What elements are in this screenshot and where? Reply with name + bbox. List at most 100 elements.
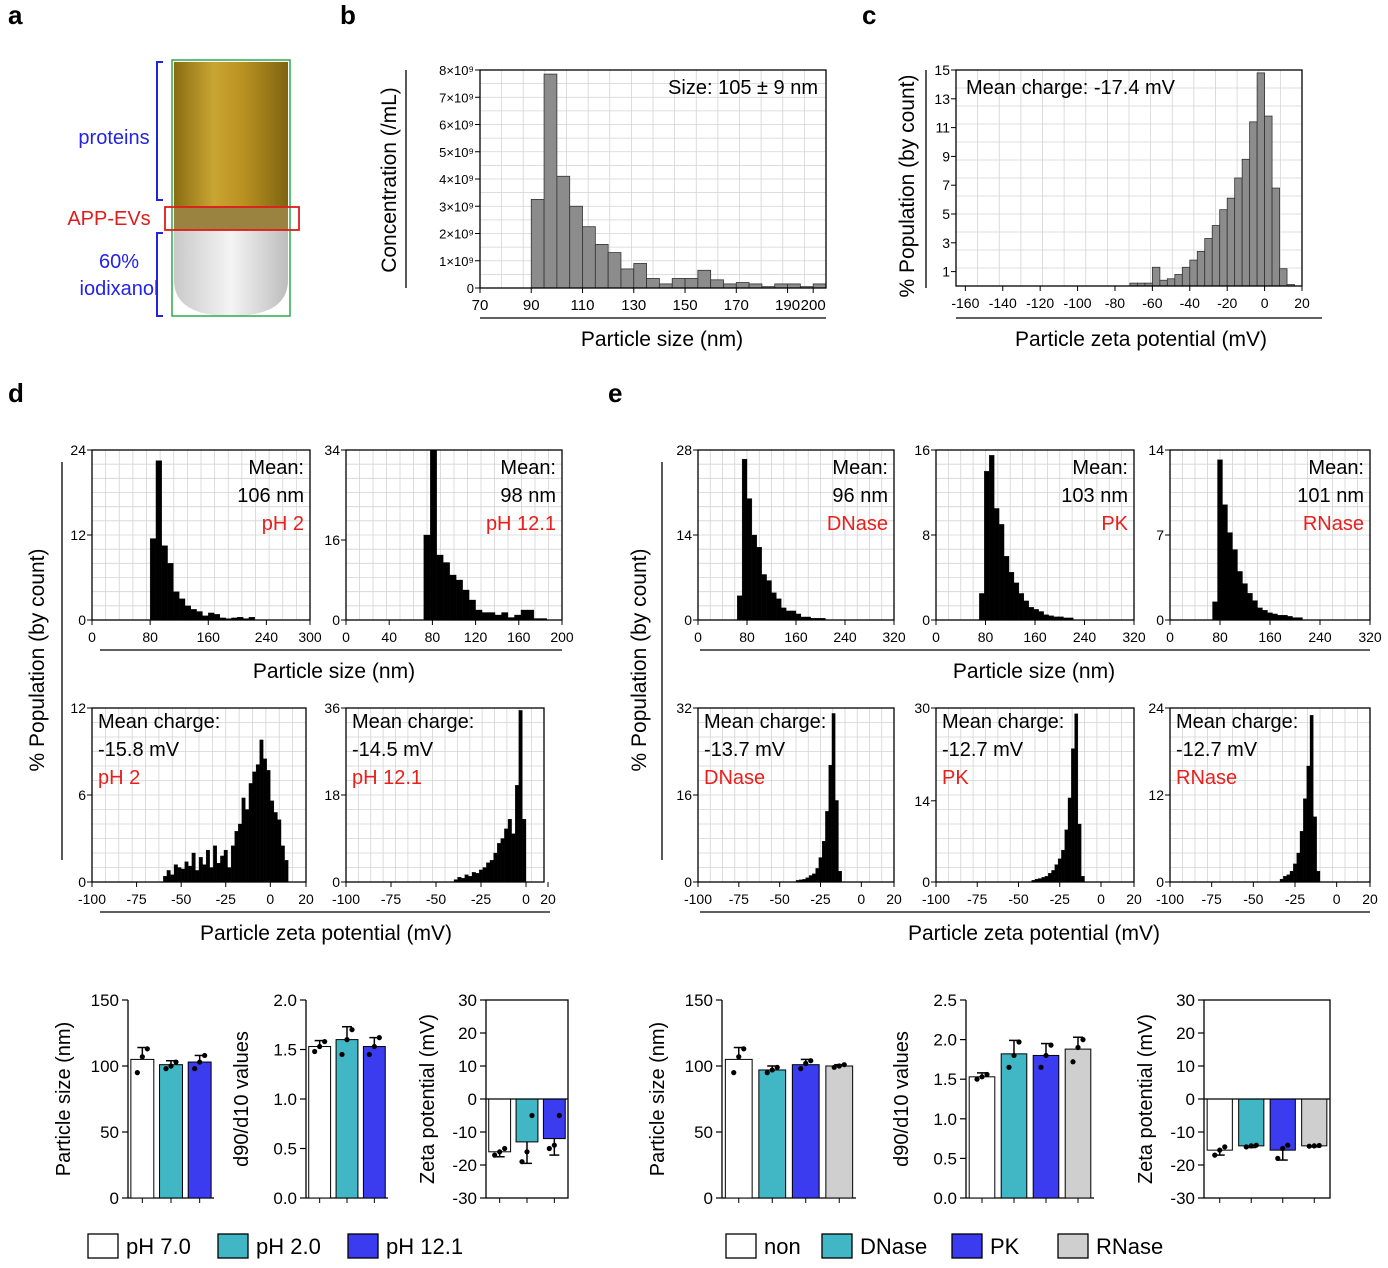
data-point-d_zeta-0-0 [492,1152,498,1158]
x-axis-title-d-zeta: Particle zeta potential (mV) [200,922,452,945]
y-tick-label-e6: 12 [1148,787,1164,803]
annotation-line2-e4: -13.7 mV [704,739,786,761]
bar-e_size-0 [724,1058,753,1199]
proteins-bracket [156,61,163,201]
legend-swatch-e-1 [821,1233,853,1259]
data-point-d_size-2-1 [197,1059,203,1065]
bar-e2-6 [1008,572,1015,621]
data-point-e_d90-1-2 [1016,1039,1022,1045]
y-tick-label-d2: 16 [324,532,340,548]
bar-d3-22 [241,797,246,883]
panel-label-a: a [8,0,23,30]
x-tick-label-c: -80 [1105,295,1125,311]
bar-d3-5 [181,868,185,883]
legend-label-d-0: pH 7.0 [126,1234,191,1259]
data-point-e_zeta-0-0 [1212,1152,1218,1158]
bar-d4-11 [493,852,498,883]
bar-e4-6 [815,868,820,883]
bar-d_d90-1 [335,1039,359,1199]
y-tick-label-c: 3 [942,235,950,251]
x-tick-label-d2: 0 [342,629,350,645]
bar-e6-7 [1303,798,1307,883]
x-tick-label-e1: 80 [739,629,755,645]
bar-e2-7 [1013,582,1020,621]
bar-e_zeta-2 [1269,1098,1296,1151]
bar-d4-15 [507,819,512,883]
data-point-e_zeta-2-0 [1275,1155,1281,1161]
bar-d1-11 [213,614,221,621]
tube-illustration [156,59,300,317]
bar-d2-6 [462,589,470,621]
bar-d3-29 [266,770,271,883]
y-tick-label-d1: 24 [70,442,86,458]
data-point-e_zeta-0-2 [1222,1144,1228,1150]
bar-d2-14 [514,614,522,621]
x-tick-label-c: -160 [951,295,979,311]
legend-label-e-0: non [764,1234,801,1259]
y-tick-label-e_zeta: 30 [1176,991,1195,1010]
y-tick-label-b: 1×10⁹ [439,254,474,269]
data-point-d_d90-2-1 [371,1043,377,1050]
y-axis-title-e: % Population (by count) [628,549,651,772]
bar-e3-12 [1272,613,1278,621]
bar-d_zeta-0 [488,1098,512,1153]
y-tick-label-c: 1 [942,264,950,280]
bar-d3-33 [280,845,285,883]
bar-e3-14 [1282,614,1288,621]
data-point-e_zeta-1-2 [1253,1142,1259,1148]
y-axis-title-d: % Population (by count) [26,549,49,772]
y-tick-label-d4: 18 [324,787,340,803]
bar-d_zeta-2 [542,1098,566,1140]
x-tick-label-e5: -25 [1050,891,1070,907]
bar-e5-13 [1074,713,1079,883]
data-point-e_size-0-1 [736,1054,742,1060]
bar-d3-4 [177,867,182,883]
y-tick-label-e_size: 0 [704,1189,713,1208]
y-tick-label-b: 7×10⁹ [439,90,474,105]
bar-e1-9 [781,607,787,621]
data-point-d_size-1-2 [173,1059,179,1065]
condition-label-d1: pH 2 [262,513,304,535]
data-point-e_d90-2-0 [1038,1064,1044,1070]
legend-swatch-e-2 [951,1233,983,1259]
bar-d1-3 [167,563,174,621]
bar-e3-7 [1247,593,1253,621]
x-tick-label-e4: 0 [857,891,865,907]
x-tick-label-c: -60 [1142,295,1162,311]
bar-e1-0 [737,595,743,621]
y-axis-title-d_zeta: Zeta potential (mV) [417,1014,439,1184]
y-tick-label-e_size: 50 [694,1123,713,1142]
bar-e_zeta-0 [1206,1098,1233,1151]
annotation-b: Size: 105 ± 9 nm [668,77,818,99]
x-tick-label-c: -140 [989,295,1017,311]
y-tick-label-d_size: 0 [110,1189,119,1208]
annotation-line2-d3: -15.8 mV [98,739,180,761]
data-point-d_d90-1-1 [344,1037,350,1043]
annotation-line1-d4: Mean charge: [352,711,474,733]
annotation-c: Mean charge: -17.4 mV [966,77,1176,99]
x-tick-label-b: 200 [801,297,826,314]
y-tick-label-e1: 14 [676,527,692,543]
data-point-e_size-2-2 [808,1058,814,1064]
bar-d3-13 [209,867,214,883]
data-point-e_size-1-2 [774,1064,780,1070]
bar-e2-2 [989,455,995,621]
app-evs-label: APP-EVs [67,208,151,230]
bar-e6-3 [1289,870,1294,883]
y-tick-label-b: 8×10⁹ [439,63,474,78]
bar-e_size-1 [758,1069,787,1199]
bar-c-12 [1219,209,1228,287]
y-tick-label-b: 2×10⁹ [439,227,474,242]
data-point-d_zeta-0-2 [502,1145,508,1152]
bar-e4-8 [821,841,826,883]
data-point-e_d90-0-2 [984,1071,990,1078]
bar-d3-7 [188,865,193,883]
data-point-d_size-0-2 [144,1046,150,1052]
plot-frame-c [955,69,1303,287]
annotation-line1-e2: Mean: [1072,457,1128,479]
data-point-e_zeta-2-2 [1285,1142,1291,1148]
bar-c-16 [1249,121,1258,287]
bar-d4-3 [464,874,469,883]
annotation-line1-d3: Mean charge: [98,711,220,733]
data-point-e_zeta-3-1 [1311,1143,1317,1149]
